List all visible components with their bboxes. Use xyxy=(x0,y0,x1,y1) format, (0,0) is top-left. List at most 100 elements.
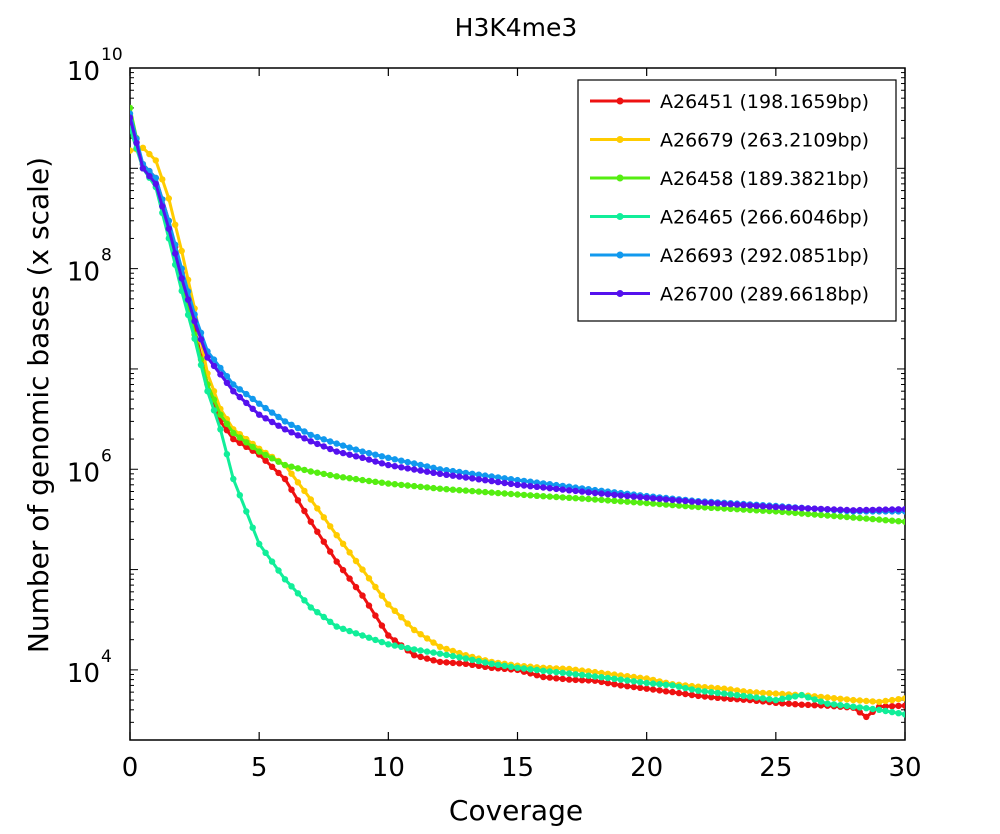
series-point xyxy=(256,411,263,418)
series-point xyxy=(662,681,670,688)
series-point xyxy=(766,503,773,510)
series-point xyxy=(494,474,502,481)
series-point xyxy=(152,180,159,188)
series-point xyxy=(327,471,334,479)
series-point xyxy=(843,513,851,521)
series-point xyxy=(178,287,185,295)
series-point xyxy=(146,150,153,158)
series-point xyxy=(456,468,463,476)
x-axis-label: Coverage xyxy=(449,794,583,827)
series-point xyxy=(643,494,650,501)
series-point xyxy=(630,683,637,691)
series-point xyxy=(339,625,347,632)
series-point xyxy=(488,473,495,480)
series-point xyxy=(391,456,398,463)
series-point xyxy=(327,438,334,445)
series-point xyxy=(378,460,386,467)
series-point xyxy=(139,165,147,172)
legend-entry-label: A26451 (198.1659bp) xyxy=(660,91,869,113)
series-point xyxy=(307,518,314,525)
series-point xyxy=(391,642,398,649)
series-point xyxy=(598,496,605,504)
series-point xyxy=(527,492,534,499)
series-point xyxy=(888,708,896,716)
series-point xyxy=(856,697,863,704)
series-point xyxy=(733,506,741,513)
series-point xyxy=(876,516,883,523)
series-point xyxy=(662,496,670,503)
series-point xyxy=(223,451,231,458)
series-point xyxy=(411,626,418,634)
series-point xyxy=(772,508,779,515)
series-point xyxy=(139,144,147,151)
series-point xyxy=(230,429,237,437)
series-point xyxy=(430,484,437,492)
series-point xyxy=(727,501,734,508)
series-point xyxy=(624,492,631,500)
series-point xyxy=(830,506,838,513)
series-point xyxy=(339,540,347,547)
series-point xyxy=(611,497,618,504)
series-point xyxy=(772,690,779,697)
series-point xyxy=(785,700,792,707)
series-point xyxy=(352,446,360,453)
series-point xyxy=(863,705,870,712)
legend-entry-label: A26458 (189.3821bp) xyxy=(660,168,869,190)
series-point xyxy=(430,649,437,656)
series-point xyxy=(695,692,702,700)
series-point xyxy=(637,684,644,691)
series-point xyxy=(804,701,812,709)
series-point xyxy=(333,558,340,565)
series-point xyxy=(643,679,650,687)
series-point xyxy=(637,674,644,681)
series-point xyxy=(753,694,760,701)
series-point xyxy=(333,473,340,480)
series-point xyxy=(133,139,140,147)
series-point xyxy=(669,682,676,689)
series-point xyxy=(566,487,573,494)
series-point xyxy=(294,465,302,472)
series-point xyxy=(546,674,553,681)
series-point xyxy=(895,506,902,513)
series-point xyxy=(320,613,327,621)
series-point xyxy=(624,683,631,690)
series-point xyxy=(423,463,431,470)
series-point xyxy=(346,451,353,458)
series-point xyxy=(649,686,657,693)
series-point xyxy=(637,493,644,501)
series-point xyxy=(256,448,263,455)
series-point xyxy=(391,463,398,470)
series-point xyxy=(559,486,566,493)
series-point xyxy=(307,496,314,503)
series-point xyxy=(779,504,786,511)
series-point xyxy=(475,471,482,478)
series-point xyxy=(798,510,805,517)
series-point xyxy=(217,426,224,433)
series-point xyxy=(159,203,166,210)
x-tick-label: 30 xyxy=(888,753,921,783)
series-point xyxy=(643,675,650,682)
series-point xyxy=(869,506,876,514)
series-point xyxy=(178,275,185,282)
series-point xyxy=(759,689,767,697)
series-point xyxy=(559,494,566,501)
series-point xyxy=(449,486,457,493)
series-point xyxy=(281,418,289,425)
series-point xyxy=(398,614,405,621)
series-point xyxy=(443,645,450,653)
series-point xyxy=(243,508,250,515)
series-point xyxy=(130,104,134,112)
series-point xyxy=(475,488,482,495)
series-point xyxy=(779,700,786,707)
series-point xyxy=(346,475,353,482)
series-point xyxy=(462,660,469,667)
series-point xyxy=(656,495,663,502)
series-point xyxy=(740,692,747,700)
series-point xyxy=(624,677,631,684)
series-point xyxy=(591,673,599,680)
series-point xyxy=(443,467,450,474)
series-point xyxy=(701,499,708,506)
series-point xyxy=(888,517,896,524)
series-point xyxy=(462,487,469,494)
